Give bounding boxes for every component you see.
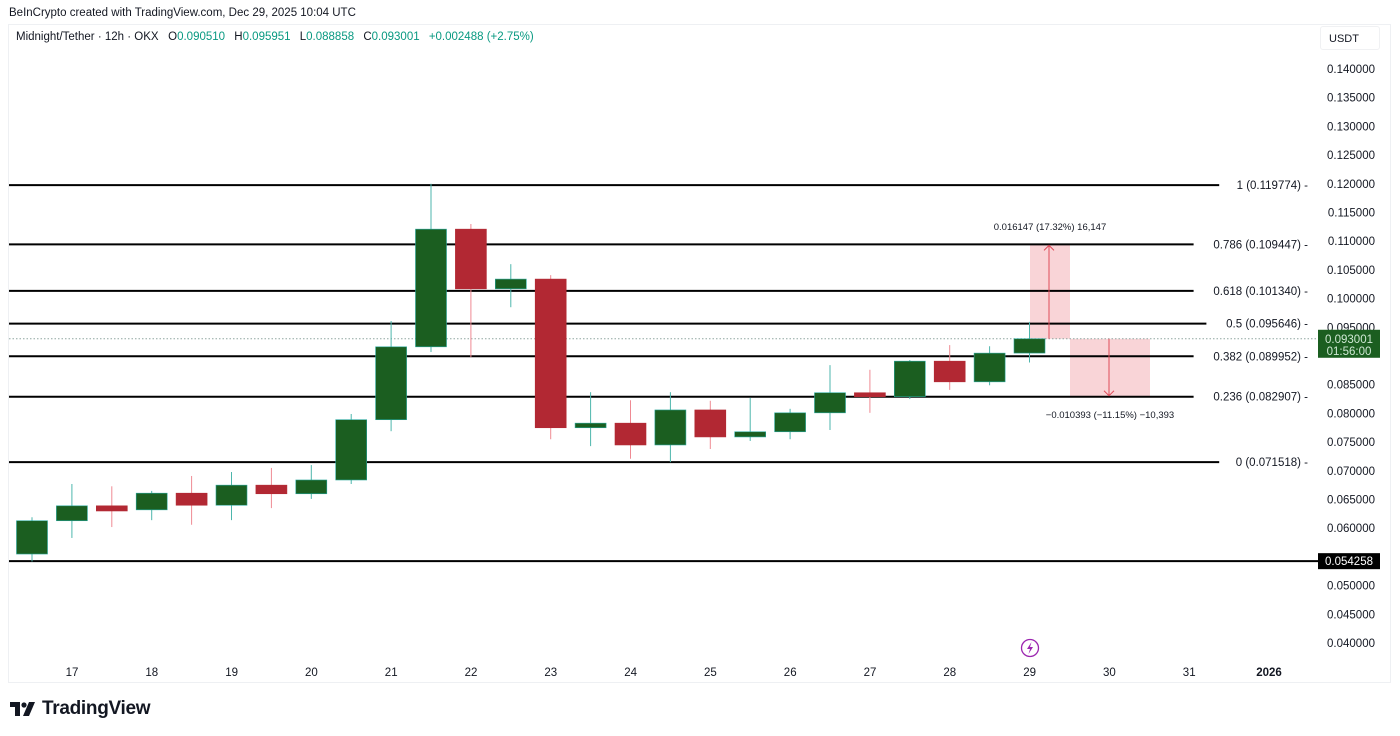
candle-up[interactable] [215,484,248,506]
candle-up[interactable] [135,492,168,511]
price-tick-label: 0.080000 [1327,408,1375,420]
candle-down[interactable] [933,360,966,383]
tradingview-brand: TradingView [42,698,151,719]
time-tick-label: 19 [225,667,238,679]
price-tick-label: 0.050000 [1327,581,1375,593]
candle-down[interactable] [96,505,128,512]
price-tick-label: 0.060000 [1327,523,1375,535]
arrow-up-icon [1043,244,1055,251]
open-value: 0.090510 [177,31,226,43]
level-price-text: 0.054258 [1325,556,1373,568]
candle-down[interactable] [614,422,647,446]
candle-down[interactable] [175,492,208,506]
time-tick-label: 31 [1183,667,1196,679]
time-tick-label: 27 [864,667,877,679]
candle-up[interactable] [734,431,767,438]
price-tick-label: 0.040000 [1327,638,1375,650]
fib-level-label: 0.382 (0.089952) - [1213,351,1308,363]
time-tick-label: 2026 [1256,667,1282,679]
price-tick-label: 0.135000 [1327,93,1375,105]
level-price-tag [1318,553,1380,570]
low-value: 0.088858 [306,31,355,43]
low-label: L [299,31,307,43]
measure-up-label: 0.016147 (17.32%) 16,147 [994,222,1107,233]
time-tick-label: 26 [784,667,797,679]
currency-button[interactable]: USDT [1320,26,1380,50]
price-tick-label: 0.140000 [1327,64,1375,76]
symbol-legend: Midnight/Tether · 12h · OKX O0.090510 H0… [16,31,540,43]
candle-up[interactable] [295,479,328,495]
tradingview-logo[interactable]: TradingView [10,698,151,720]
price-tick-label: 0.105000 [1327,265,1375,277]
fib-level-label: 0.5 (0.095646) - [1226,319,1308,331]
candle-up[interactable] [814,392,846,414]
time-tick-label: 24 [624,667,637,679]
time-tick-label: 17 [66,667,79,679]
measure-down-label: −0.010393 (−11.15%) −10,393 [1046,410,1174,421]
price-tick-label: 0.110000 [1328,236,1375,248]
arrow-down-icon [1103,390,1115,397]
price-tick-label: 0.125000 [1327,150,1375,162]
price-tick-label: 0.120000 [1327,179,1375,191]
open-label: O [168,31,178,43]
price-tick-label: 0.070000 [1327,466,1375,478]
lightning-icon [1027,642,1033,654]
price-tick-label: 0.130000 [1327,121,1375,133]
symbol-title[interactable]: Midnight/Tether · 12h · OKX [16,31,159,43]
chart-credit: BeInCrypto created with TradingView.com,… [9,7,356,19]
last-price-tag [1318,329,1380,358]
high-label: H [234,31,243,43]
candle-up[interactable] [56,505,88,522]
chart-frame [8,24,1391,683]
candle-down[interactable] [694,409,727,438]
fib-level-label: 1 (0.119774) - [1237,180,1309,192]
price-tick-label: 0.100000 [1327,294,1375,306]
high-value: 0.095951 [242,31,291,43]
candle-up[interactable] [1013,338,1046,354]
candle-up[interactable] [16,520,48,555]
time-tick-label: 18 [145,667,158,679]
measure-down-box[interactable] [1070,338,1150,397]
candle-up[interactable] [574,422,607,429]
candle-up[interactable] [494,278,527,290]
price-tick-label: 0.045000 [1327,609,1375,621]
price-tick-label: 0.115000 [1328,208,1375,220]
fib-level-label: 0.236 (0.082907) - [1213,392,1308,404]
time-tick-label: 23 [544,667,557,679]
candle-down[interactable] [854,392,886,398]
candle-up[interactable] [335,419,368,481]
price-tick-label: 0.075000 [1327,437,1375,449]
candle-up[interactable] [973,352,1006,383]
candle-up[interactable] [774,412,806,433]
close-label: C [363,31,372,43]
price-tick-label: 0.085000 [1327,380,1375,392]
candle-up[interactable] [375,346,407,421]
time-tick-label: 21 [385,667,398,679]
candle-up[interactable] [415,228,447,348]
candle-down[interactable] [534,278,567,429]
last-price-text: 0.093001 [1325,334,1373,346]
fib-level-label: 0.618 (0.101340) - [1213,286,1308,298]
candle-down[interactable] [455,228,487,290]
time-tick-label: 20 [305,667,318,679]
time-tick-label: 29 [1023,667,1036,679]
price-tick-label: 0.065000 [1327,495,1375,507]
close-value: 0.093001 [371,31,420,43]
candle-up[interactable] [893,360,926,398]
time-tick-label: 22 [465,667,478,679]
candle-down[interactable] [255,484,288,495]
fib-level-label: 0.786 (0.109447) - [1213,239,1308,251]
time-tick-label: 30 [1103,667,1116,679]
candle-up[interactable] [654,409,687,446]
tradingview-logo-icon [10,702,35,716]
time-tick-label: 25 [704,667,717,679]
time-tick-label: 28 [943,667,956,679]
bar-countdown-text: 01:56:00 [1327,346,1372,358]
change-value: +0.002488 (+2.75%) [428,31,534,43]
fib-level-label: 0 (0.071518) - [1236,457,1308,469]
